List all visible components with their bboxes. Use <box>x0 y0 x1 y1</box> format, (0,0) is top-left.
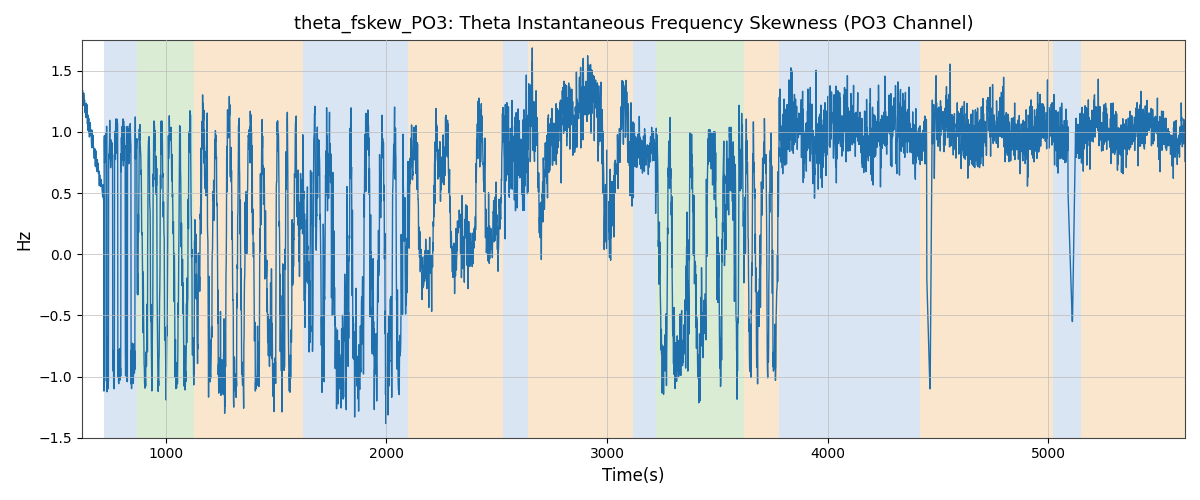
Bar <box>634 40 655 438</box>
Bar <box>137 40 194 438</box>
Bar <box>104 40 137 438</box>
X-axis label: Time(s): Time(s) <box>602 467 665 485</box>
Bar <box>1081 40 1186 438</box>
Bar <box>1052 40 1081 438</box>
Title: theta_fskew_PO3: Theta Instantaneous Frequency Skewness (PO3 Channel): theta_fskew_PO3: Theta Instantaneous Fre… <box>294 15 973 34</box>
Bar <box>503 40 528 438</box>
Bar <box>920 40 1052 438</box>
Bar <box>528 40 634 438</box>
Bar <box>779 40 920 438</box>
Bar <box>347 40 408 438</box>
Bar <box>744 40 779 438</box>
Bar <box>302 40 347 438</box>
Bar <box>194 40 302 438</box>
Y-axis label: Hz: Hz <box>14 228 32 250</box>
Bar <box>655 40 744 438</box>
Bar <box>408 40 503 438</box>
